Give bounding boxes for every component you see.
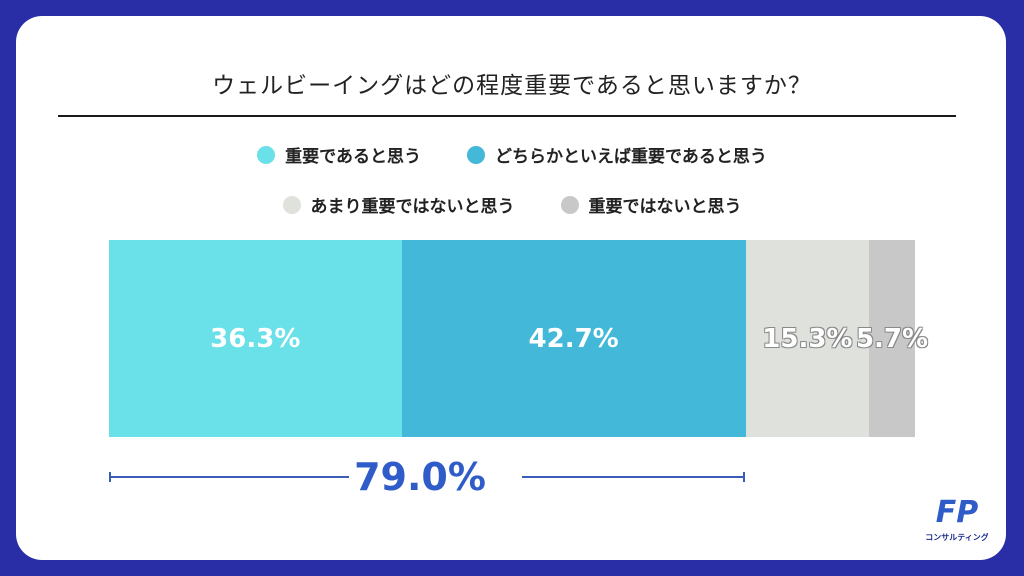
bar-segment-somewhat-important: 42.7%: [401, 240, 746, 437]
legend-item-somewhat-important: どちらかといえば重要であると思う: [467, 142, 767, 167]
bracket-right-tick: [743, 472, 745, 482]
bar-segment-value-label: 36.3%: [210, 323, 301, 354]
bar-segment-value-label: 5.7%: [855, 323, 929, 354]
legend-dot-somewhat-important: [467, 145, 485, 164]
legend-label-important: 重要であると思う: [285, 147, 421, 167]
legend-item-not-important: 重要ではないと思う: [560, 192, 742, 217]
legend-row-2: あまり重要ではないと思う 重要ではないと思う: [0, 192, 1024, 217]
stacked-bar: 36.3% 42.7% 15.3% 5.7%: [109, 240, 928, 437]
legend-label-somewhat-important: どちらかといえば重要であると思う: [495, 147, 767, 167]
legend-dot-important: [257, 145, 276, 164]
legend-label-not-important: 重要ではないと思う: [588, 197, 742, 217]
logo-caption: コンサルティング: [926, 532, 988, 542]
title-divider: [58, 115, 956, 117]
legend-label-not-very-important: あまり重要ではないと思う: [310, 197, 515, 217]
legend-dot-not-very-important: [282, 195, 301, 214]
logo-mark: FP: [936, 495, 978, 530]
legend-dot-not-important: [560, 195, 579, 214]
combined-total-label: 79.0%: [354, 455, 486, 499]
bracket-right-line: [522, 476, 745, 478]
bar-segment-not-important: 5.7%: [856, 240, 928, 437]
legend-item-important: 重要であると思う: [257, 142, 421, 167]
legend-row-1: 重要であると思う どちらかといえば重要であると思う: [0, 142, 1024, 167]
bar-segment-value-label: 42.7%: [528, 323, 619, 354]
fp-consulting-logo: FP コンサルティング: [926, 495, 988, 542]
legend-item-not-very-important: あまり重要ではないと思う: [282, 192, 515, 217]
bar-segment-value-label: 15.3%: [762, 323, 853, 354]
bar-segment-not-very-important: 15.3%: [745, 240, 870, 437]
chart-title: ウェルビーイングはどの程度重要であると思いますか？: [212, 73, 812, 99]
bar-segment-important: 36.3%: [109, 240, 402, 437]
bracket-left-line: [109, 476, 349, 478]
